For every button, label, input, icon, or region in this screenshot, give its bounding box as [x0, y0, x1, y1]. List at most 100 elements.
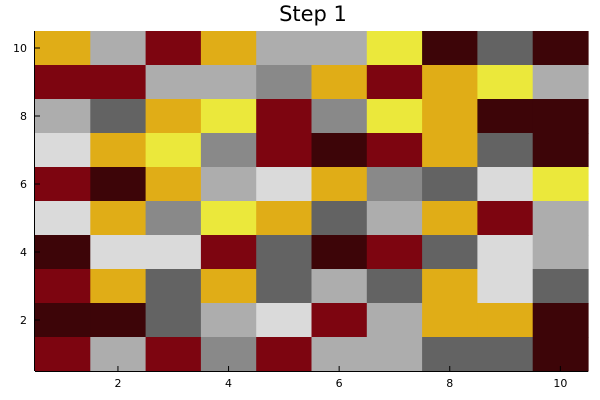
- heatmap-cell-x4-y2: [200, 303, 257, 338]
- y-tick-label-6: 6: [20, 178, 27, 191]
- heatmap-cell-x4-y8: [200, 99, 257, 134]
- heatmap-cell-x9-y10: [477, 31, 534, 66]
- heatmap-cell-x6-y4: [311, 235, 368, 270]
- heatmap-cell-x6-y2: [311, 303, 368, 338]
- heatmap-cell-x6-y10: [311, 31, 368, 66]
- heatmap-cell-x8-y8: [422, 99, 478, 134]
- heatmap-cell-x2-y9: [90, 65, 147, 100]
- heatmap-cell-x1-y7: [35, 133, 91, 168]
- heatmap-cell-x9-y2: [477, 303, 534, 338]
- heatmap-cell-x3-y1: [145, 337, 202, 372]
- heatmap-cell-x8-y2: [422, 303, 478, 338]
- heatmap-cell-x10-y7: [532, 133, 589, 168]
- heatmap-cell-x7-y4: [366, 235, 423, 270]
- heatmap-cell-x2-y4: [90, 235, 147, 270]
- heatmap-cell-x1-y2: [35, 303, 91, 338]
- heatmap-cell-x7-y3: [366, 269, 423, 304]
- heatmap-cell-x9-y5: [477, 201, 534, 236]
- heatmap-cell-x5-y6: [256, 167, 313, 202]
- heatmap-cell-x4-y9: [200, 65, 257, 100]
- heatmap-cell-x4-y10: [200, 31, 257, 66]
- heatmap-cell-x7-y10: [366, 31, 423, 66]
- heatmap-cell-x10-y4: [532, 235, 589, 270]
- heatmap-cell-x4-y4: [200, 235, 257, 270]
- heatmap-cell-x1-y9: [35, 65, 91, 100]
- heatmap-cell-x9-y4: [477, 235, 534, 270]
- heatmap-cell-x10-y6: [532, 167, 589, 202]
- heatmap-cell-x10-y3: [532, 269, 589, 304]
- heatmap-cell-x1-y5: [35, 201, 91, 236]
- heatmap-cell-x3-y7: [145, 133, 202, 168]
- heatmap-cell-x9-y7: [477, 133, 534, 168]
- heatmap-cell-x10-y10: [532, 31, 589, 66]
- x-tick-label-10: 10: [553, 377, 567, 390]
- chart-title: Step 1: [279, 2, 347, 26]
- heatmap-cell-x10-y5: [532, 201, 589, 236]
- heatmap-cell-x1-y10: [35, 31, 91, 66]
- heatmap-cell-x3-y3: [145, 269, 202, 304]
- heatmap-cell-x10-y2: [532, 303, 589, 338]
- heatmap-cell-x1-y3: [35, 269, 91, 304]
- heatmap-cell-x7-y2: [366, 303, 423, 338]
- heatmap-cell-x9-y8: [477, 99, 534, 134]
- heatmap-cell-x7-y5: [366, 201, 423, 236]
- heatmap-cell-x4-y5: [200, 201, 257, 236]
- heatmap-cell-x5-y1: [256, 337, 313, 372]
- heatmap-cell-x1-y4: [35, 235, 91, 270]
- heatmap-cell-x5-y7: [256, 133, 313, 168]
- heatmap-cell-x2-y2: [90, 303, 147, 338]
- heatmap-cell-x2-y1: [90, 337, 147, 372]
- heatmap-cell-x6-y1: [311, 337, 368, 372]
- heatmap-cell-x6-y3: [311, 269, 368, 304]
- heatmap-cell-x4-y1: [200, 337, 257, 372]
- heatmap-cell-x5-y10: [256, 31, 313, 66]
- x-tick-label-8: 8: [446, 377, 453, 390]
- heatmap-cell-x8-y6: [422, 167, 478, 202]
- heatmap-cell-x5-y3: [256, 269, 313, 304]
- heatmap-cell-x7-y8: [366, 99, 423, 134]
- heatmap-cell-x5-y2: [256, 303, 313, 338]
- heatmap-cell-x2-y5: [90, 201, 147, 236]
- heatmap-cell-x3-y5: [145, 201, 202, 236]
- heatmap-cell-x6-y6: [311, 167, 368, 202]
- heatmap-cell-x3-y4: [145, 235, 202, 270]
- heatmap-cell-x7-y6: [366, 167, 423, 202]
- heatmap-cell-x1-y8: [35, 99, 91, 134]
- heatmap-cell-x9-y6: [477, 167, 534, 202]
- heatmap-cell-x7-y1: [366, 337, 423, 372]
- heatmap-cell-x9-y9: [477, 65, 534, 100]
- heatmap-cell-x2-y8: [90, 99, 147, 134]
- heatmap-cell-x8-y4: [422, 235, 478, 270]
- heatmap-cell-x1-y1: [35, 337, 91, 372]
- heatmap-cell-x6-y8: [311, 99, 368, 134]
- heatmap-cell-x10-y1: [532, 337, 589, 372]
- heatmap-cell-x6-y5: [311, 201, 368, 236]
- heatmap-cell-x9-y3: [477, 269, 534, 304]
- heatmap-cell-x4-y3: [200, 269, 257, 304]
- heatmap-cell-x5-y8: [256, 99, 313, 134]
- heatmap-cell-x4-y7: [200, 133, 257, 168]
- heatmap-cell-x6-y9: [311, 65, 368, 100]
- heatmap-cell-x9-y1: [477, 337, 534, 372]
- heatmap-cell-x8-y1: [422, 337, 478, 372]
- heatmap-cell-x10-y8: [532, 99, 589, 134]
- heatmap-cell-x1-y6: [35, 167, 91, 202]
- y-tick-label-2: 2: [20, 314, 27, 327]
- y-tick-label-4: 4: [20, 246, 27, 259]
- heatmap-cell-x8-y7: [422, 133, 478, 168]
- heatmap-cell-x8-y5: [422, 201, 478, 236]
- heatmap-cell-x8-y10: [422, 31, 478, 66]
- heatmap-cells: [35, 31, 589, 372]
- heatmap-cell-x2-y7: [90, 133, 147, 168]
- heatmap-cell-x5-y5: [256, 201, 313, 236]
- heatmap-cell-x3-y2: [145, 303, 202, 338]
- heatmap-cell-x3-y10: [145, 31, 202, 66]
- heatmap-cell-x3-y9: [145, 65, 202, 100]
- heatmap-cell-x2-y10: [90, 31, 147, 66]
- heatmap-cell-x5-y4: [256, 235, 313, 270]
- y-tick-label-10: 10: [13, 42, 27, 55]
- heatmap-cell-x4-y6: [200, 167, 257, 202]
- x-tick-label-2: 2: [114, 377, 121, 390]
- y-tick-label-8: 8: [20, 110, 27, 123]
